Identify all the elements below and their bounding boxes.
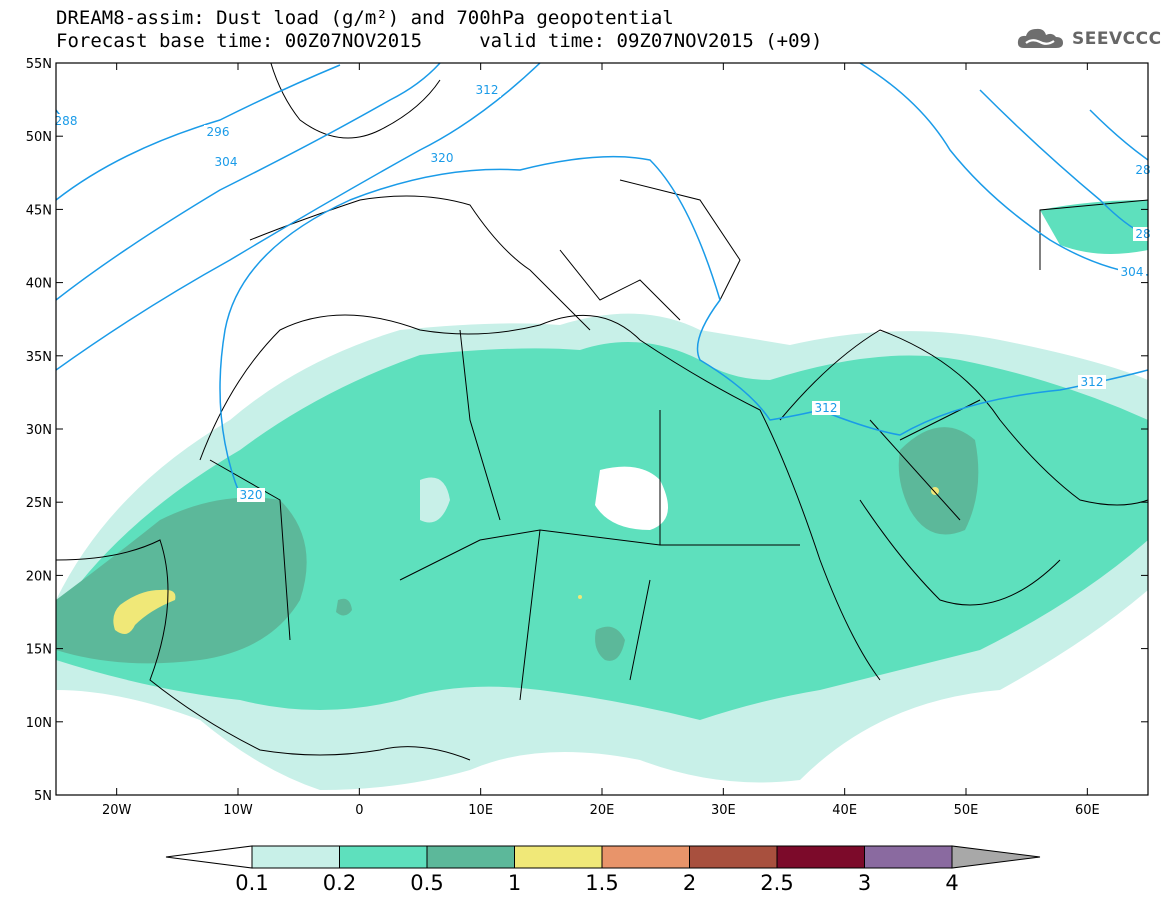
legend-swatch (251, 845, 340, 869)
x-tick-label: 60E (1075, 803, 1100, 818)
legend-label: 2 (683, 871, 696, 895)
contour-label-bg (204, 125, 232, 139)
legend-arrow-high (951, 845, 1041, 869)
contour-label: 312 (815, 401, 838, 415)
dust-field (56, 200, 1148, 790)
legend-label: 4 (945, 871, 958, 895)
contour-label: 304 (1121, 265, 1144, 279)
legend-label: 3 (858, 871, 871, 895)
y-tick-label: 15N (26, 643, 52, 658)
legend-swatch (689, 845, 778, 869)
legend-label: 0.1 (235, 871, 268, 895)
contour-label-bg (212, 155, 240, 169)
legend-label: 0.2 (323, 871, 356, 895)
contour-label: 320 (240, 488, 263, 502)
legend-swatch (514, 845, 603, 869)
contour-label-bg (812, 401, 840, 415)
contour-label: 296 (207, 125, 230, 139)
contour-label-bg (428, 151, 456, 165)
x-tick-label: 30E (711, 803, 736, 818)
y-tick-label: 5N (34, 789, 52, 804)
contour-label-group: 288 296 304 312 320 320 312 312 304 28 28 (52, 83, 1153, 502)
x-tick-label: 20E (590, 803, 615, 818)
color-legend: 0.1 0.2 0.5 1 1.5 2 2.5 3 4 (165, 845, 1041, 895)
legend-label: 1.5 (585, 871, 618, 895)
contour-label: 304 (215, 155, 238, 169)
legend-swatch (776, 845, 865, 869)
y-tick-label: 10N (26, 716, 52, 731)
contour-label: 28 (1135, 227, 1150, 241)
y-tick-label: 40N (26, 277, 52, 292)
legend-label: 1 (508, 871, 521, 895)
contour-label: 28 (1135, 163, 1150, 177)
contour-label: 312 (1081, 375, 1104, 389)
contour-label: 320 (431, 151, 454, 165)
coastlines-and-borders (56, 63, 1148, 761)
axis-ticks: 20W 10W 0 10E 20E 30E 40E 50E 60E 55N 50N 45N 40N 35N… (26, 57, 1148, 818)
y-tick-label: 35N (26, 350, 52, 365)
legend-swatch (864, 845, 953, 869)
contour-label-bg (1118, 265, 1146, 279)
legend-label: 0.5 (410, 871, 443, 895)
x-tick-label: 20W (102, 803, 132, 818)
x-tick-label: 40E (832, 803, 857, 818)
y-tick-label: 45N (26, 203, 52, 218)
y-tick-label: 55N (26, 57, 52, 72)
x-tick-label: 10E (468, 803, 493, 818)
y-tick-label: 20N (26, 569, 52, 584)
legend-arrow-low (165, 845, 253, 869)
contour-label-bg (52, 114, 80, 128)
contour-label-bg (1078, 375, 1106, 389)
contour-label-bg (237, 488, 265, 502)
legend-swatch (426, 845, 515, 869)
y-tick-label: 50N (26, 130, 52, 145)
x-tick-label: 0 (355, 803, 363, 818)
seevccc-logo: SEEVCCC (1016, 26, 1162, 52)
legend-swatch (339, 845, 428, 869)
logo-text: SEEVCCC (1072, 29, 1162, 49)
geopotential-contours (56, 63, 1148, 496)
cloud-icon (1017, 28, 1063, 48)
y-tick-label: 30N (26, 423, 52, 438)
map-subtitle: Forecast base time: 00Z07NOV2015 valid t… (56, 30, 823, 52)
y-tick-label: 25N (26, 496, 52, 511)
x-tick-label: 10W (223, 803, 253, 818)
legend-label: 2.5 (760, 871, 793, 895)
contour-label: 288 (55, 114, 78, 128)
contour-label-bg (473, 83, 501, 97)
map-title: DREAM8-assim: Dust load (g/m²) and 700hP… (56, 7, 674, 29)
contour-label: 312 (476, 83, 499, 97)
x-tick-label: 50E (954, 803, 979, 818)
legend-swatch (601, 845, 690, 869)
